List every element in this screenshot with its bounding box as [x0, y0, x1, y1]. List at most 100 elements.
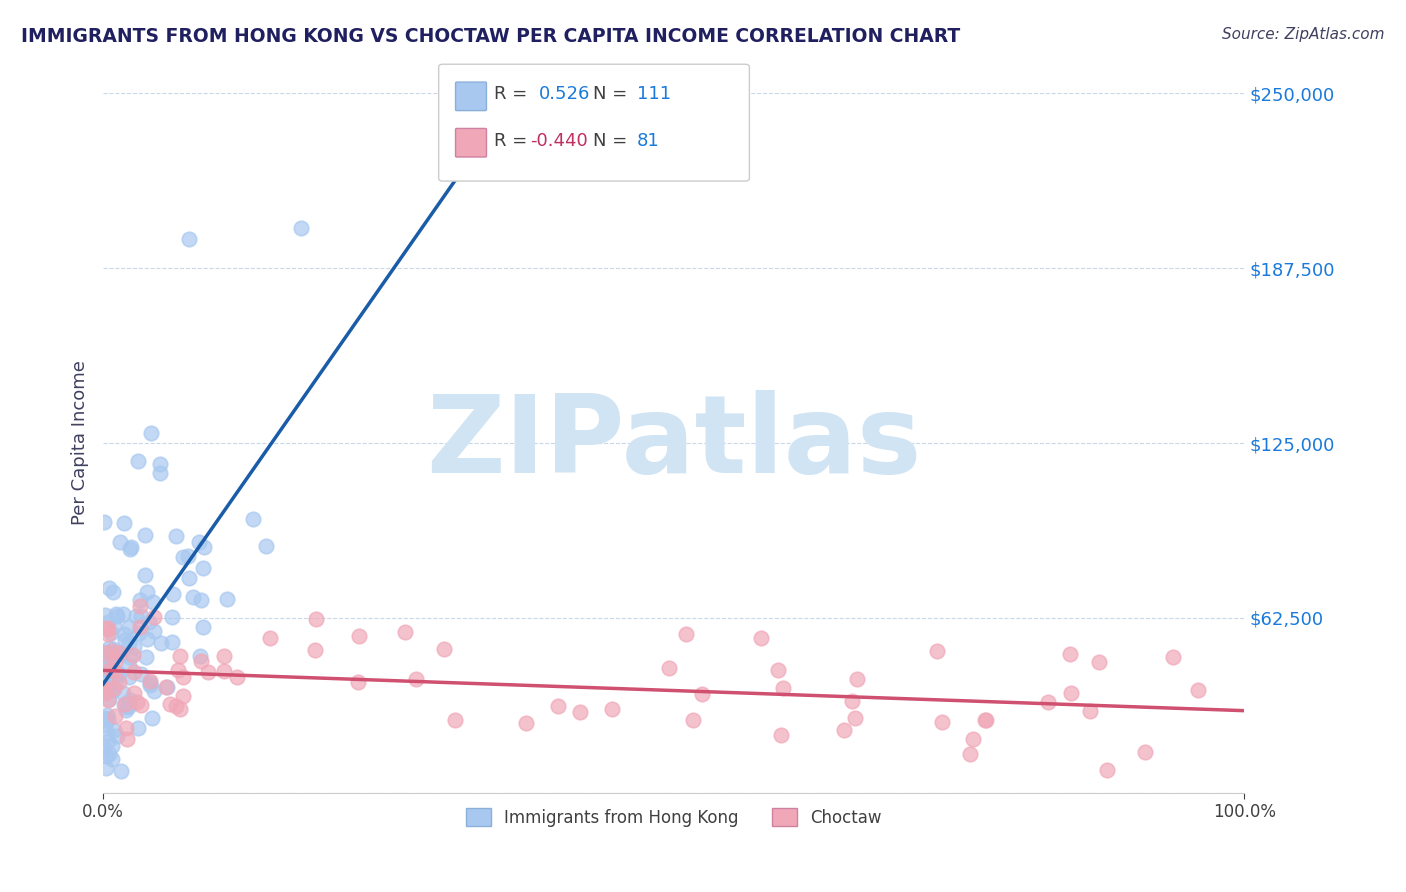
- Choctaw: [169, 648, 191, 663]
- Immigrants from Hong Kong: [129, 666, 152, 681]
- Immigrants from Hong Kong: [135, 584, 157, 599]
- Immigrants from Hong Kong: [118, 670, 141, 684]
- Immigrants from Hong Kong: [177, 232, 200, 246]
- Choctaw: [1088, 655, 1111, 669]
- Immigrants from Hong Kong: [127, 454, 149, 468]
- Choctaw: [125, 695, 148, 709]
- Immigrants from Hong Kong: [94, 645, 117, 659]
- Immigrants from Hong Kong: [177, 571, 200, 585]
- Choctaw: [346, 674, 368, 689]
- Immigrants from Hong Kong: [104, 676, 127, 690]
- Choctaw: [197, 665, 219, 679]
- Choctaw: [1187, 682, 1209, 697]
- Immigrants from Hong Kong: [156, 680, 179, 694]
- Immigrants from Hong Kong: [98, 680, 121, 694]
- Immigrants from Hong Kong: [177, 549, 200, 563]
- Choctaw: [962, 731, 984, 746]
- Immigrants from Hong Kong: [98, 641, 121, 656]
- Immigrants from Hong Kong: [104, 607, 127, 622]
- Choctaw: [108, 646, 131, 660]
- Immigrants from Hong Kong: [105, 729, 128, 743]
- Choctaw: [103, 681, 125, 695]
- Immigrants from Hong Kong: [105, 665, 128, 680]
- Immigrants from Hong Kong: [181, 591, 204, 605]
- Choctaw: [155, 680, 177, 694]
- Text: -0.440: -0.440: [530, 132, 588, 150]
- Text: Source: ZipAtlas.com: Source: ZipAtlas.com: [1222, 27, 1385, 42]
- Choctaw: [97, 622, 120, 636]
- Choctaw: [1038, 695, 1060, 709]
- Choctaw: [1161, 650, 1184, 665]
- Choctaw: [772, 681, 794, 696]
- Choctaw: [433, 642, 456, 657]
- Choctaw: [117, 732, 139, 747]
- Text: R =: R =: [494, 132, 527, 150]
- Text: R =: R =: [494, 85, 527, 103]
- Choctaw: [974, 713, 997, 727]
- Immigrants from Hong Kong: [93, 657, 115, 672]
- Choctaw: [925, 643, 948, 657]
- Immigrants from Hong Kong: [96, 707, 118, 722]
- Immigrants from Hong Kong: [112, 626, 135, 640]
- Immigrants from Hong Kong: [160, 634, 183, 648]
- Choctaw: [103, 709, 125, 723]
- Immigrants from Hong Kong: [117, 698, 139, 713]
- Immigrants from Hong Kong: [129, 593, 152, 607]
- Immigrants from Hong Kong: [142, 684, 165, 698]
- Immigrants from Hong Kong: [111, 686, 134, 700]
- Immigrants from Hong Kong: [134, 528, 156, 542]
- Choctaw: [98, 662, 121, 676]
- Immigrants from Hong Kong: [242, 512, 264, 526]
- Immigrants from Hong Kong: [148, 467, 170, 481]
- Immigrants from Hong Kong: [188, 648, 211, 663]
- Immigrants from Hong Kong: [101, 641, 124, 656]
- Immigrants from Hong Kong: [100, 626, 122, 640]
- Choctaw: [682, 713, 704, 727]
- Choctaw: [844, 711, 866, 725]
- Immigrants from Hong Kong: [118, 659, 141, 673]
- Immigrants from Hong Kong: [190, 592, 212, 607]
- Immigrants from Hong Kong: [110, 647, 132, 661]
- Choctaw: [974, 713, 997, 727]
- Choctaw: [190, 654, 212, 668]
- Choctaw: [108, 675, 131, 690]
- Choctaw: [394, 624, 416, 639]
- Immigrants from Hong Kong: [120, 541, 142, 556]
- Immigrants from Hong Kong: [118, 696, 141, 710]
- Immigrants from Hong Kong: [142, 595, 165, 609]
- Immigrants from Hong Kong: [141, 711, 163, 725]
- Choctaw: [143, 609, 166, 624]
- Choctaw: [259, 631, 281, 645]
- Immigrants from Hong Kong: [94, 711, 117, 725]
- Immigrants from Hong Kong: [94, 607, 117, 622]
- Immigrants from Hong Kong: [193, 540, 215, 554]
- Immigrants from Hong Kong: [162, 610, 184, 624]
- Choctaw: [931, 714, 953, 729]
- Immigrants from Hong Kong: [128, 626, 150, 640]
- Immigrants from Hong Kong: [215, 592, 238, 607]
- Choctaw: [658, 661, 681, 675]
- Choctaw: [212, 648, 235, 663]
- Immigrants from Hong Kong: [97, 747, 120, 762]
- Immigrants from Hong Kong: [112, 698, 135, 712]
- Immigrants from Hong Kong: [97, 582, 120, 596]
- Choctaw: [94, 686, 117, 700]
- Choctaw: [1060, 686, 1083, 700]
- Immigrants from Hong Kong: [120, 693, 142, 707]
- Text: N =: N =: [593, 85, 627, 103]
- Immigrants from Hong Kong: [103, 682, 125, 697]
- Choctaw: [122, 665, 145, 679]
- Immigrants from Hong Kong: [188, 535, 211, 549]
- Choctaw: [1059, 647, 1081, 661]
- Immigrants from Hong Kong: [101, 739, 124, 753]
- Choctaw: [959, 747, 981, 762]
- Immigrants from Hong Kong: [103, 619, 125, 633]
- Immigrants from Hong Kong: [134, 567, 156, 582]
- Choctaw: [602, 702, 624, 716]
- Immigrants from Hong Kong: [139, 676, 162, 690]
- Immigrants from Hong Kong: [100, 752, 122, 766]
- Immigrants from Hong Kong: [120, 541, 142, 555]
- Immigrants from Hong Kong: [290, 220, 312, 235]
- Immigrants from Hong Kong: [103, 723, 125, 737]
- Choctaw: [129, 620, 152, 634]
